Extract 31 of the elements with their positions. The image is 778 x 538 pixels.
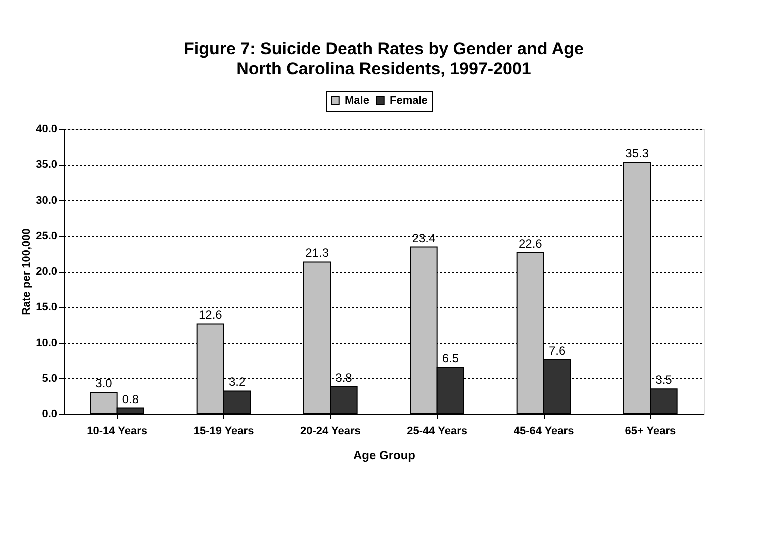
data-label: 6.5	[442, 352, 460, 366]
x-tick-label: 10-14 Years	[87, 426, 148, 438]
data-label: 0.8	[122, 392, 140, 406]
data-label: 12.6	[198, 308, 223, 322]
data-label: 3.0	[96, 376, 113, 391]
data-label: 3.5	[656, 373, 673, 388]
y-tick-label: 5.0	[42, 372, 58, 385]
x-tick-label: 45-64 Years	[514, 426, 574, 438]
data-label: 21.3	[306, 246, 330, 260]
y-axis-title: Rate per 100,000	[21, 228, 34, 316]
y-tick-label: 25.0	[36, 230, 58, 242]
x-tick-label: 20-24 Years	[300, 426, 361, 438]
legend-label: Male	[345, 94, 370, 107]
y-tick-label: 20.0	[36, 266, 58, 278]
data-label: 7.6	[548, 344, 566, 358]
data-label: 3.8	[336, 370, 353, 385]
chart-subtitle: North Carolina Residents, 1997-2001	[236, 60, 532, 78]
x-tick-label: 65+ Years	[625, 426, 676, 438]
x-tick-label: 15-19 Years	[194, 426, 254, 438]
y-tick-label: 30.0	[36, 194, 58, 207]
x-tick-label: 25-44 Years	[407, 426, 468, 438]
x-axis-title: Age Group	[354, 448, 416, 462]
chart-title: Figure 7: Suicide Death Rates by Gender and Age	[184, 40, 584, 58]
legend-label: Female	[390, 94, 428, 107]
y-tick-label: 15.0	[36, 302, 58, 314]
y-tick-label: 40.0	[36, 124, 58, 136]
data-label: 35.3	[626, 146, 650, 160]
y-tick-label: 0.0	[42, 408, 58, 420]
y-tick-label: 10.0	[36, 337, 58, 350]
data-label: 22.6	[518, 236, 543, 251]
y-tick-label: 35.0	[36, 159, 58, 172]
